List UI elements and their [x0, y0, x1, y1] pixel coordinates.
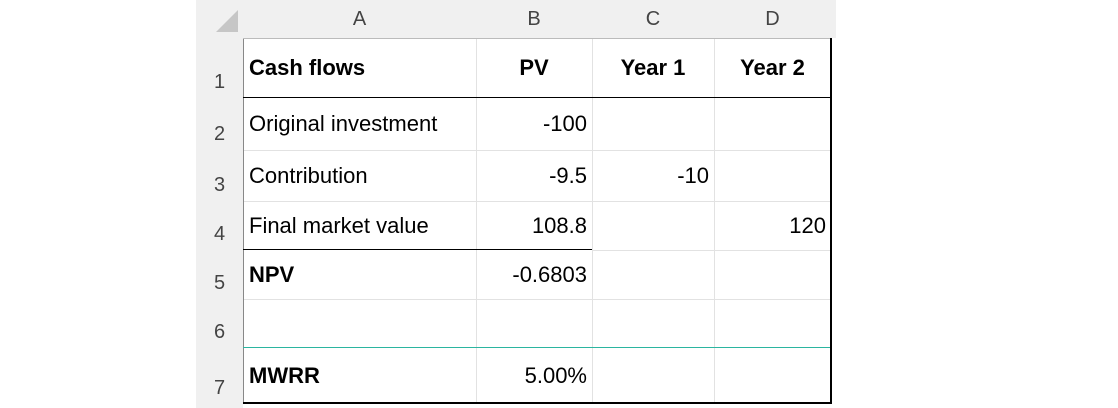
cell-a3[interactable]: Contribution	[249, 162, 368, 188]
gridline	[476, 38, 477, 404]
table-border-right	[830, 38, 832, 404]
table-border-bottom	[243, 402, 832, 404]
column-header-bar	[243, 0, 836, 38]
column-header-c[interactable]: C	[645, 7, 661, 30]
spreadsheet: A B C D 1 2 3 4 5 6 7 Cash flows PV Year…	[196, 0, 836, 408]
npv-top-border	[243, 249, 592, 250]
table-border-top	[243, 38, 831, 39]
gridline	[243, 201, 831, 202]
column-header-d[interactable]: D	[765, 7, 780, 30]
row-header-7[interactable]: 7	[213, 377, 226, 399]
cell-a4[interactable]: Final market value	[249, 212, 429, 238]
select-all-corner[interactable]	[196, 0, 243, 38]
column-header-a[interactable]: A	[352, 7, 367, 30]
cell-b2[interactable]: -100	[542, 111, 587, 136]
cell-b7[interactable]: 5.00%	[524, 363, 587, 388]
gridline	[592, 250, 831, 251]
column-header-b[interactable]: B	[527, 7, 541, 30]
cell-a5[interactable]: NPV	[249, 261, 295, 287]
row-header-4[interactable]: 4	[213, 223, 226, 245]
cell-b1[interactable]: PV	[519, 55, 549, 80]
row-header-1[interactable]: 1	[213, 71, 226, 93]
select-all-icon	[216, 10, 238, 32]
cell-d4[interactable]: 120	[789, 212, 826, 238]
cell-a2[interactable]: Original investment	[249, 111, 438, 136]
cell-b5[interactable]: -0.6803	[512, 261, 587, 287]
gridline	[243, 299, 831, 300]
gridline	[592, 38, 593, 404]
cell-a1[interactable]: Cash flows	[249, 55, 366, 80]
table-border-left	[243, 38, 244, 404]
row-header-5[interactable]: 5	[213, 272, 226, 294]
gridline	[714, 38, 715, 404]
cell-c3[interactable]: -10	[677, 162, 709, 188]
cell-b4[interactable]: 108.8	[531, 212, 587, 238]
mwrr-top-border	[243, 347, 831, 348]
cell-b3[interactable]: -9.5	[549, 162, 587, 188]
cell-a7[interactable]: MWRR	[249, 363, 320, 388]
header-bottom-border	[243, 97, 831, 98]
row-header-3[interactable]: 3	[213, 174, 226, 196]
row-header-2[interactable]: 2	[213, 123, 226, 145]
cell-d1[interactable]: Year 2	[740, 55, 805, 80]
gridline	[243, 150, 831, 151]
row-header-bar	[196, 38, 243, 408]
cell-c1[interactable]: Year 1	[620, 55, 686, 80]
row-header-6[interactable]: 6	[213, 321, 226, 343]
